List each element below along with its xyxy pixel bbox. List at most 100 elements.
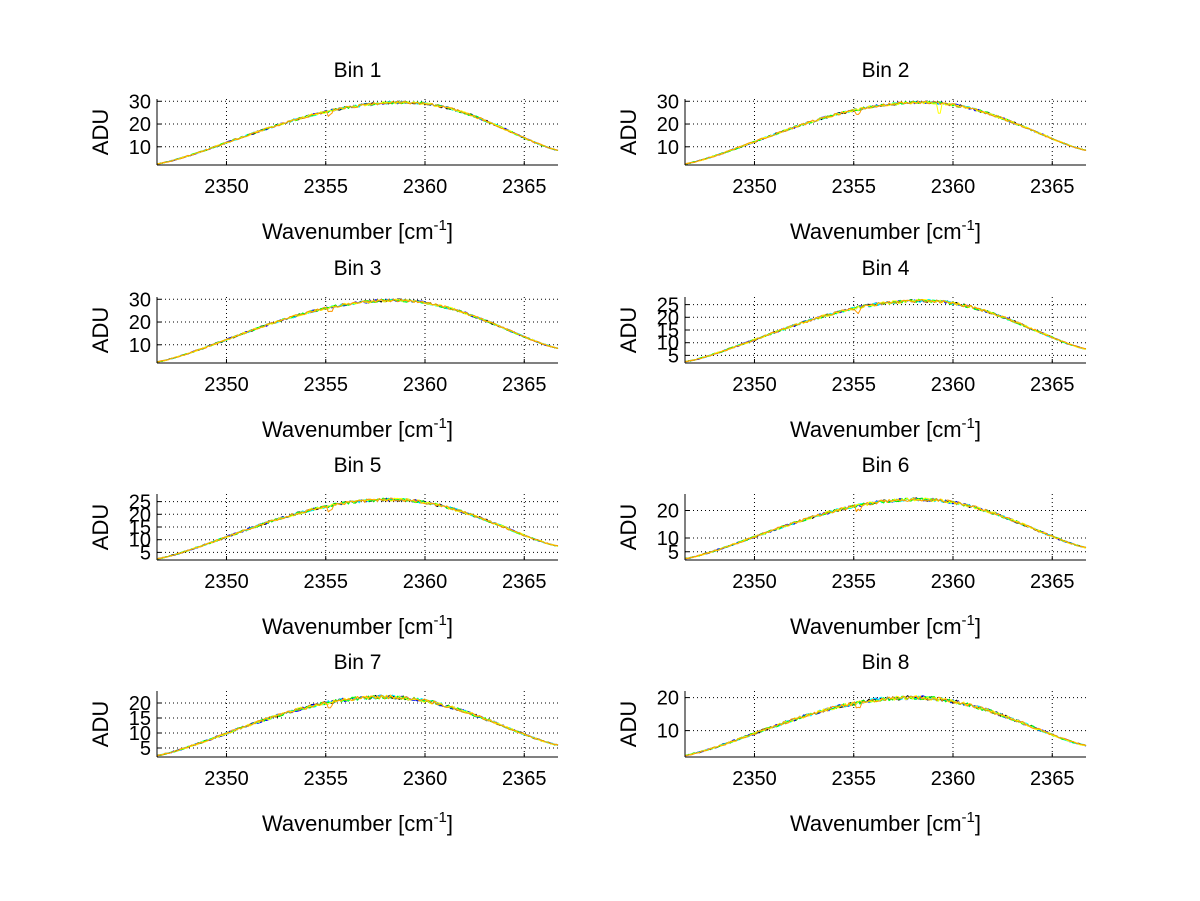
x-tick-label: 2365	[1030, 176, 1075, 198]
x-axis-label: Wavenumber [cm-1]	[262, 809, 453, 836]
x-axis-label-superscript: -1	[962, 415, 975, 432]
y-tick-label: 5	[140, 738, 151, 760]
panel-title: Bin 2	[862, 59, 910, 82]
y-tick-label: 30	[657, 91, 679, 113]
x-axis-label-main: Wavenumber [cm	[790, 417, 962, 442]
x-axis-label-superscript: -1	[434, 415, 447, 432]
x-axis-label-main: Wavenumber [cm	[790, 219, 962, 244]
x-tick-label: 2360	[403, 768, 448, 790]
panel-title: Bin 1	[334, 59, 382, 82]
x-axis-label-superscript: -1	[962, 217, 975, 234]
series-line-6	[156, 298, 559, 363]
y-tick-label: 10	[657, 137, 679, 159]
x-axis-label-tail: ]	[447, 811, 453, 836]
x-tick-label: 2360	[403, 571, 448, 593]
y-axis-label: ADU	[88, 307, 113, 353]
x-tick-label: 2355	[831, 768, 876, 790]
x-axis-label-superscript: -1	[434, 809, 447, 826]
x-axis-label: Wavenumber [cm-1]	[790, 612, 981, 639]
y-tick-label: 5	[668, 542, 679, 564]
series-line-6	[156, 100, 559, 165]
y-tick-label: 20	[129, 312, 151, 334]
y-tick-label: 25	[657, 295, 679, 317]
plot-area	[685, 691, 1086, 757]
x-tick-label: 2350	[204, 374, 249, 396]
y-axis-label: ADU	[88, 701, 113, 747]
x-tick-label: 2355	[303, 374, 348, 396]
x-tick-label: 2365	[1030, 768, 1075, 790]
x-tick-label: 2350	[732, 176, 777, 198]
series-line-6	[684, 100, 1087, 165]
panel-8: 2350 2355 2360 2365 10 20 Bin 8 ADU Wavenumber […	[616, 651, 1087, 836]
x-axis-label: Wavenumber [cm-1]	[790, 415, 981, 442]
y-tick-label: 15	[129, 517, 151, 539]
y-tick-label: 20	[129, 693, 151, 715]
y-axis-label: ADU	[88, 504, 113, 550]
x-axis-label-main: Wavenumber [cm	[262, 417, 434, 442]
x-tick-label: 2365	[502, 768, 547, 790]
x-tick-label: 2360	[931, 176, 976, 198]
x-axis-label-superscript: -1	[434, 612, 447, 629]
y-tick-label: 20	[129, 114, 151, 136]
x-tick-label: 2355	[303, 176, 348, 198]
x-axis-label-tail: ]	[447, 417, 453, 442]
y-tick-label: 20	[657, 114, 679, 136]
y-axis-label: ADU	[616, 109, 641, 155]
x-axis-label: Wavenumber [cm-1]	[262, 612, 453, 639]
x-axis-label: Wavenumber [cm-1]	[790, 217, 981, 244]
x-tick-label: 2365	[502, 571, 547, 593]
x-axis-label-tail: ]	[975, 614, 981, 639]
x-axis-label-superscript: -1	[962, 809, 975, 826]
series-line-6	[156, 497, 559, 560]
plot-area	[685, 494, 1086, 560]
x-tick-label: 2350	[732, 571, 777, 593]
x-tick-label: 2360	[403, 176, 448, 198]
y-axis-label: ADU	[616, 504, 641, 550]
x-axis-label: Wavenumber [cm-1]	[790, 809, 981, 836]
y-tick-label: 25	[129, 492, 151, 514]
x-tick-label: 2355	[831, 176, 876, 198]
x-tick-label: 2365	[1030, 571, 1075, 593]
x-tick-label: 2360	[931, 768, 976, 790]
y-tick-label: 10	[657, 721, 679, 743]
y-tick-label: 15	[657, 320, 679, 342]
y-axis-label: ADU	[616, 307, 641, 353]
x-tick-label: 2360	[403, 374, 448, 396]
x-axis-label-superscript: -1	[962, 612, 975, 629]
x-axis-label-tail: ]	[975, 811, 981, 836]
plot-area	[685, 99, 1086, 165]
x-tick-label: 2350	[732, 374, 777, 396]
panel-title: Bin 7	[334, 651, 382, 674]
x-tick-label: 2350	[204, 571, 249, 593]
y-tick-label: 20	[657, 688, 679, 710]
y-tick-label: 5	[140, 542, 151, 564]
x-tick-label: 2355	[831, 374, 876, 396]
y-tick-label: 10	[129, 137, 151, 159]
x-tick-label: 2360	[931, 374, 976, 396]
plot-area	[157, 99, 558, 165]
panel-title: Bin 3	[334, 257, 382, 280]
x-axis-label-tail: ]	[975, 219, 981, 244]
x-axis-label: Wavenumber [cm-1]	[262, 415, 453, 442]
y-tick-label: 20	[657, 307, 679, 329]
series-line-6	[156, 694, 559, 757]
x-tick-label: 2360	[931, 571, 976, 593]
plot-area	[157, 297, 558, 363]
x-axis-label-superscript: -1	[434, 217, 447, 234]
x-tick-label: 2355	[303, 571, 348, 593]
y-tick-label: 10	[129, 530, 151, 552]
x-tick-label: 2365	[502, 176, 547, 198]
x-axis-label-main: Wavenumber [cm	[790, 614, 962, 639]
y-tick-label: 30	[129, 289, 151, 311]
x-axis-label-main: Wavenumber [cm	[262, 219, 434, 244]
series-line-6	[684, 497, 1087, 559]
panel-title: Bin 6	[862, 454, 910, 477]
x-tick-label: 2365	[502, 374, 547, 396]
